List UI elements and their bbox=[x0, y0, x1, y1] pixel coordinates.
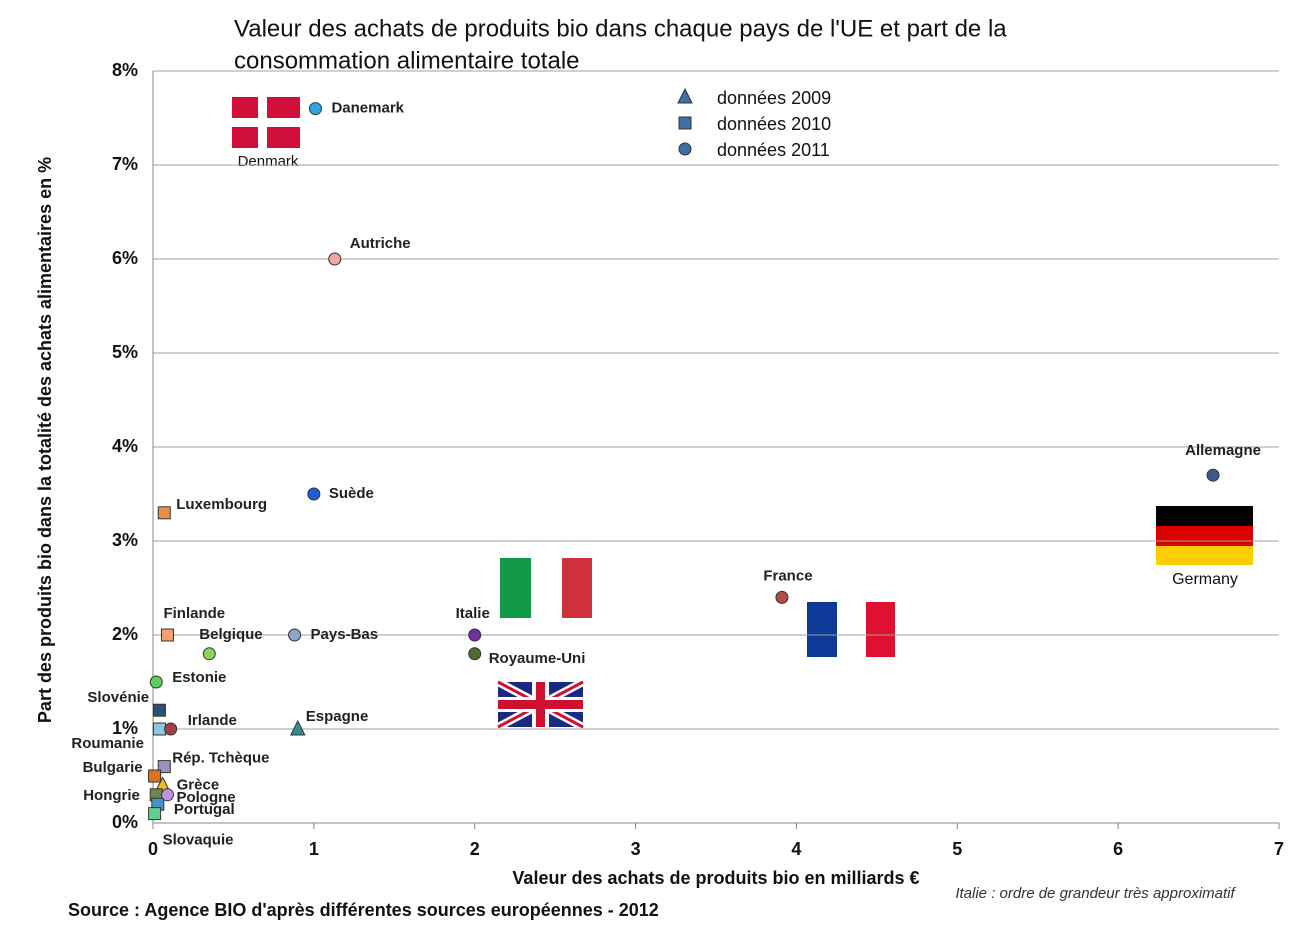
marker bbox=[152, 703, 166, 717]
marker bbox=[468, 647, 482, 661]
x-tick-label: 4 bbox=[791, 839, 801, 859]
point-label: Belgique bbox=[199, 626, 262, 643]
marker bbox=[307, 487, 321, 501]
point-label: Autriche bbox=[350, 235, 411, 252]
marker bbox=[157, 506, 171, 520]
point-label: Danemark bbox=[331, 100, 404, 117]
point-label: Portugal bbox=[174, 801, 235, 818]
marker bbox=[152, 722, 166, 736]
y-tick-label: 0% bbox=[112, 812, 138, 832]
marker bbox=[160, 628, 174, 642]
legend-marker bbox=[678, 142, 692, 156]
point-label: Rép. Tchèque bbox=[172, 750, 269, 767]
marker bbox=[148, 769, 162, 783]
x-tick-label: 0 bbox=[148, 839, 158, 859]
legend-marker bbox=[678, 116, 692, 130]
source: Source : Agence BIO d'après différentes … bbox=[68, 900, 659, 920]
x-tick-label: 6 bbox=[1113, 839, 1123, 859]
flag-france bbox=[807, 602, 895, 657]
marker bbox=[289, 719, 306, 736]
point-label: Slovaquie bbox=[163, 832, 234, 849]
x-axis-title: Valeur des achats de produits bio en mil… bbox=[512, 868, 919, 888]
y-tick-label: 7% bbox=[112, 154, 138, 174]
x-tick-label: 1 bbox=[309, 839, 319, 859]
point-label: France bbox=[763, 567, 812, 584]
point-label: Roumanie bbox=[71, 735, 144, 752]
y-tick-label: 4% bbox=[112, 436, 138, 456]
point-label: Bulgarie bbox=[83, 759, 143, 776]
chart-title: Valeur des achats de produits bio dans c… bbox=[234, 15, 1007, 42]
x-tick-label: 7 bbox=[1274, 839, 1284, 859]
y-tick-label: 2% bbox=[112, 624, 138, 644]
flag-label: Denmark bbox=[238, 153, 299, 170]
note: Italie : ordre de grandeur très approxim… bbox=[955, 885, 1236, 902]
y-tick-label: 5% bbox=[112, 342, 138, 362]
point-label: Italie bbox=[456, 605, 490, 622]
flag-denmark bbox=[232, 97, 300, 148]
marker bbox=[202, 647, 216, 661]
point-label: Hongrie bbox=[83, 787, 140, 804]
point-label: Allemagne bbox=[1185, 442, 1261, 459]
point-label: Espagne bbox=[306, 708, 369, 725]
x-tick-label: 2 bbox=[470, 839, 480, 859]
point-label: Suède bbox=[329, 485, 374, 502]
y-tick-label: 8% bbox=[112, 60, 138, 80]
marker bbox=[164, 722, 178, 736]
x-tick-label: 5 bbox=[952, 839, 962, 859]
marker bbox=[148, 807, 162, 821]
y-axis-title: Part des produits bio dans la totalité d… bbox=[35, 157, 55, 723]
marker bbox=[160, 788, 174, 802]
legend-marker bbox=[677, 87, 693, 104]
y-tick-label: 3% bbox=[112, 530, 138, 550]
point-label: Finlande bbox=[163, 605, 225, 622]
point-label: Grèce bbox=[177, 776, 220, 793]
marker bbox=[157, 760, 171, 774]
point-label: Irlande bbox=[188, 712, 237, 729]
flag-label: Germany bbox=[1172, 571, 1238, 588]
marker bbox=[468, 628, 482, 642]
chart-title: consommation alimentaire totale bbox=[234, 47, 580, 74]
flag-uk bbox=[496, 678, 585, 731]
point-label: Slovénie bbox=[87, 689, 149, 706]
point-label: Royaume-Uni bbox=[489, 650, 586, 667]
x-tick-label: 3 bbox=[631, 839, 641, 859]
legend-label: données 2010 bbox=[717, 114, 831, 134]
y-tick-label: 6% bbox=[112, 248, 138, 268]
marker bbox=[288, 628, 302, 642]
flag-germany bbox=[1156, 506, 1253, 565]
flag-italy bbox=[500, 558, 592, 618]
marker bbox=[328, 252, 342, 266]
point-label: Pays-Bas bbox=[311, 626, 379, 643]
marker bbox=[149, 675, 163, 689]
marker bbox=[775, 590, 789, 604]
y-tick-label: 1% bbox=[112, 718, 138, 738]
marker bbox=[1206, 468, 1220, 482]
point-label: Pologne bbox=[176, 789, 235, 806]
point-label: Luxembourg bbox=[176, 496, 267, 513]
point-label: Estonie bbox=[172, 669, 226, 686]
marker bbox=[308, 102, 322, 116]
legend-label: données 2009 bbox=[717, 88, 831, 108]
legend-label: données 2011 bbox=[717, 140, 830, 160]
